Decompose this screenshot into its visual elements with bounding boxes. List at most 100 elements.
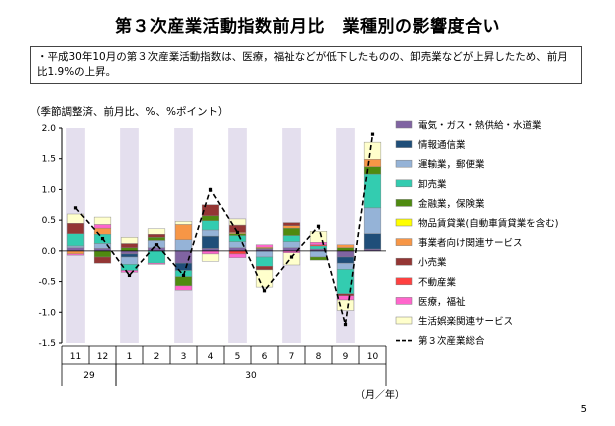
bar-segment <box>228 250 247 255</box>
legend-label: 物品賃貸業(自動車賃貸業を含む) <box>418 218 558 230</box>
bar-segment <box>363 207 382 234</box>
bar-segment <box>120 250 139 255</box>
bar-segment <box>174 262 193 271</box>
legend-swatch <box>395 218 413 227</box>
x-tick-label: 6 <box>262 352 268 362</box>
bar-segment <box>147 228 166 235</box>
legend-swatch <box>395 238 413 246</box>
x-tick-label: 4 <box>208 352 214 362</box>
total-point <box>289 255 294 259</box>
bar-segment <box>282 235 301 242</box>
bar-segment <box>228 218 247 226</box>
bar-segment <box>201 220 220 231</box>
x-tick-label: 10 <box>367 352 379 362</box>
bar-segment <box>120 247 139 252</box>
bar-segment <box>93 227 112 235</box>
x-tick-label: 8 <box>316 352 322 362</box>
x-tick-label: 1 <box>127 352 133 362</box>
legend-label: 事業者向け関連サービス <box>418 237 523 249</box>
bar-segment <box>66 253 85 256</box>
total-line <box>74 134 374 325</box>
bar-segment <box>282 225 301 229</box>
bar-segment <box>282 222 301 226</box>
legend-swatch <box>395 297 413 305</box>
legend-swatch <box>395 179 413 188</box>
bar-segment <box>201 204 220 217</box>
bar-segment <box>255 250 274 258</box>
legend-label: 情報通信業 <box>418 139 466 151</box>
total-point <box>208 187 213 192</box>
bar-segment <box>93 256 112 264</box>
x-tick-label: 9 <box>343 352 349 362</box>
total-point <box>235 230 240 235</box>
total-point <box>316 224 321 228</box>
year-label: 30 <box>245 371 257 381</box>
x-tick-label: 12 <box>97 352 108 362</box>
summary-note: ・平成30年10月の第３次産業活動指数は、医療，福祉などが低下したものの、卸売業… <box>30 46 582 84</box>
bar-segment <box>336 247 355 252</box>
bar-segment <box>147 234 166 238</box>
bar-segment <box>255 269 274 288</box>
total-point <box>127 273 132 278</box>
bar-segment <box>174 239 193 252</box>
bar-segment <box>66 250 85 255</box>
legend-label: 金融業，保険業 <box>418 198 485 210</box>
legend-label: 小売業 <box>418 257 447 269</box>
bar-segment <box>147 250 166 264</box>
bar-segment <box>120 237 139 244</box>
bar-segment <box>336 295 355 301</box>
page-number: 5 <box>580 404 587 415</box>
legend-swatch <box>395 257 413 266</box>
bar-segment <box>66 223 85 234</box>
bar-segment <box>336 244 355 248</box>
x-tick-label: 3 <box>181 352 187 362</box>
bar-segment <box>255 244 274 248</box>
bar-segment <box>309 256 328 261</box>
bar-stack-layer <box>66 141 382 311</box>
total-point <box>154 243 159 247</box>
x-tick-label: 2 <box>154 352 160 362</box>
y-tick-label: 0.0 <box>42 247 57 257</box>
total-point <box>100 236 105 241</box>
bar-segment <box>66 233 85 247</box>
legend-label: 卸売業 <box>418 178 447 190</box>
bar-segment <box>228 253 247 258</box>
unit-label: （季節調整済、前月比、%、%ポイント） <box>30 106 229 118</box>
legend-swatch <box>395 316 413 325</box>
y-tick-label: -0.5 <box>38 278 56 288</box>
total-line-layer <box>73 132 375 327</box>
x-tick-label: 7 <box>289 352 295 362</box>
legend-label: 電気・ガス・熱供給・水道業 <box>418 120 542 132</box>
legend-swatch <box>395 120 413 129</box>
bar-segment <box>309 250 328 258</box>
bar-segment <box>120 243 139 248</box>
bar-segment <box>66 245 85 248</box>
legend-swatch <box>395 277 413 286</box>
x-tick-label: 11 <box>70 352 81 362</box>
legend-label: 生活娯楽関連サービス <box>418 316 513 328</box>
total-point <box>370 132 375 136</box>
bar-segment <box>66 213 85 224</box>
bar-segment <box>336 262 355 270</box>
bar-segment <box>282 241 301 248</box>
bar-segment <box>147 262 166 265</box>
bar-segment <box>174 276 193 287</box>
bar-segment <box>336 299 355 311</box>
bar-segment <box>336 256 355 264</box>
y-tick-label: -1.5 <box>38 339 56 349</box>
year-label: 29 <box>83 371 95 381</box>
bar-segment <box>174 285 193 291</box>
bar-segment <box>120 256 139 265</box>
x-axis-unit-label: （月／年） <box>355 388 405 401</box>
legend-swatch <box>395 140 413 148</box>
bar-segment <box>363 233 382 250</box>
bar-segment <box>363 159 382 167</box>
bar-segment <box>336 293 355 296</box>
bar-segment <box>93 224 112 229</box>
bar-segment <box>363 141 382 160</box>
bar-segment <box>201 215 220 221</box>
bar-segment <box>66 247 85 252</box>
bar-segment <box>228 247 247 252</box>
total-point <box>262 289 267 293</box>
